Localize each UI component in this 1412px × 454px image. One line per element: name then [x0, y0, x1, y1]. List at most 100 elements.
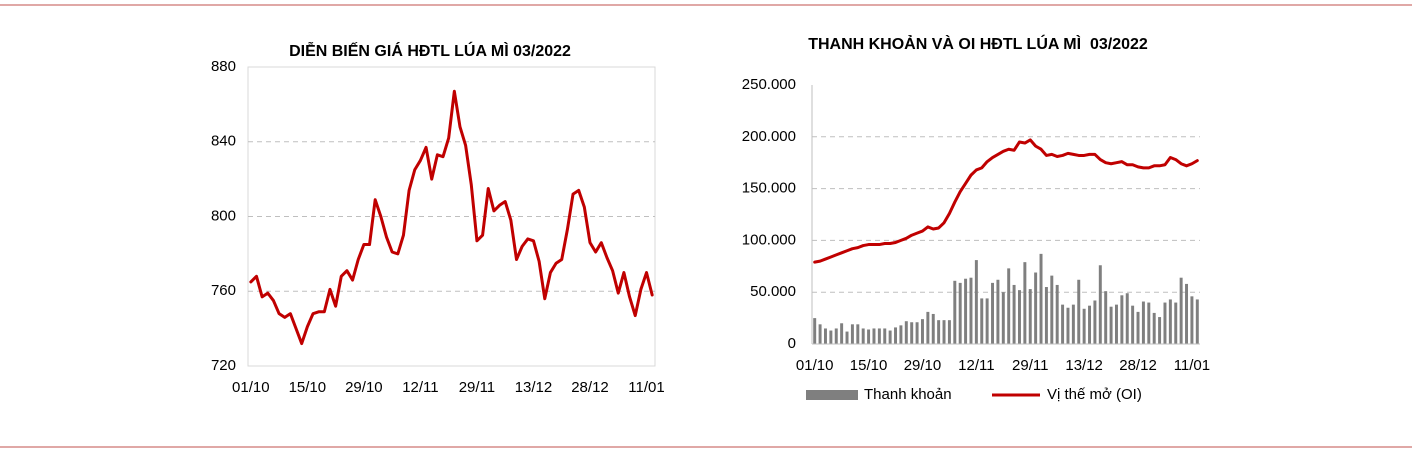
- bar: [1125, 293, 1129, 344]
- bar: [947, 320, 951, 344]
- y-tick-label: 840: [211, 133, 236, 150]
- bar: [931, 313, 935, 344]
- y-tick-label: 800: [211, 207, 236, 224]
- bar: [991, 282, 995, 344]
- x-tick-label: 15/10: [289, 379, 327, 396]
- bar: [996, 279, 1000, 344]
- x-tick-label: 11/01: [628, 379, 664, 396]
- x-tick-label: 29/11: [459, 379, 495, 396]
- y-tick-label: 250.000: [742, 76, 796, 93]
- y-tick-label: 200.000: [742, 128, 796, 145]
- bar: [888, 330, 892, 344]
- bar: [1071, 304, 1075, 344]
- x-tick-label: 29/11: [1012, 357, 1048, 374]
- x-tick-label: 28/12: [1119, 357, 1157, 374]
- x-tick-label: 15/10: [850, 357, 888, 374]
- bar: [883, 328, 887, 344]
- bar: [1195, 299, 1199, 344]
- x-tick-label: 29/10: [345, 379, 383, 396]
- y-tick-label: 880: [211, 58, 236, 75]
- x-tick-label: 12/11: [958, 357, 994, 374]
- bar: [1131, 305, 1135, 344]
- bar: [1077, 279, 1081, 344]
- bar: [1055, 284, 1059, 344]
- bar: [920, 319, 924, 344]
- y-tick-label: 0: [788, 335, 796, 352]
- bar: [1028, 289, 1032, 344]
- bar: [856, 324, 860, 344]
- bar: [1050, 275, 1054, 344]
- bar: [1163, 302, 1167, 344]
- bar: [1120, 295, 1124, 344]
- bar: [834, 328, 838, 344]
- legend-label: Vị thế mở (OI): [1047, 386, 1142, 403]
- bar: [1141, 301, 1145, 344]
- bar: [1147, 302, 1151, 344]
- bar: [1044, 287, 1048, 344]
- bar: [1179, 277, 1183, 344]
- bar: [910, 322, 914, 344]
- bar: [1082, 308, 1086, 344]
- bar: [1001, 292, 1005, 344]
- line: [249, 89, 654, 346]
- bar: [840, 323, 844, 344]
- bar: [915, 322, 919, 344]
- bar: [1152, 312, 1156, 344]
- legend-label: Thanh khoản: [864, 386, 952, 403]
- bar: [980, 298, 984, 344]
- bar: [964, 278, 968, 344]
- bar: [894, 327, 898, 344]
- bar: [926, 311, 930, 344]
- bar: [872, 328, 876, 344]
- bar: [1093, 300, 1097, 344]
- y-tick-label: 50.000: [750, 283, 796, 300]
- chart-title: THANH KHOẢN VÀ OI HĐTL LÚA MÌ 03/2022: [808, 34, 1148, 53]
- bar: [1007, 268, 1011, 344]
- bar: [1114, 304, 1118, 344]
- bar: [1109, 306, 1113, 344]
- bar: [953, 280, 957, 344]
- line: [813, 138, 1199, 264]
- bar: [1039, 253, 1043, 344]
- bar: [861, 328, 865, 344]
- bar: [850, 324, 854, 344]
- bar: [937, 320, 941, 344]
- bar: [904, 321, 908, 344]
- bar: [1066, 307, 1070, 344]
- bar: [1034, 272, 1038, 344]
- y-tick-label: 760: [211, 282, 236, 299]
- x-tick-label: 01/10: [796, 357, 834, 374]
- x-tick-label: 01/10: [232, 379, 270, 396]
- bar: [974, 260, 978, 344]
- x-tick-label: 28/12: [571, 379, 609, 396]
- legend-swatch: [806, 390, 858, 400]
- bar: [1104, 291, 1108, 344]
- bar: [958, 282, 962, 344]
- bar: [942, 320, 946, 344]
- chart-title: DIỄN BIẾN GIÁ HĐTL LÚA MÌ 03/2022: [289, 41, 571, 60]
- x-tick-label: 13/12: [1065, 357, 1103, 374]
- bar: [877, 328, 881, 344]
- bar: [1098, 265, 1102, 344]
- x-tick-label: 11/01: [1174, 357, 1210, 374]
- bar: [1061, 304, 1065, 344]
- bar: [1012, 284, 1016, 344]
- bar: [867, 329, 871, 344]
- x-tick-label: 13/12: [515, 379, 553, 396]
- bar: [1185, 283, 1189, 344]
- x-tick-label: 29/10: [904, 357, 942, 374]
- bar: [823, 328, 827, 344]
- bar: [969, 277, 973, 344]
- bar: [1023, 262, 1027, 344]
- bar: [1017, 290, 1021, 344]
- bar: [1158, 317, 1162, 344]
- bar: [899, 325, 903, 344]
- bar: [985, 298, 989, 344]
- x-tick-label: 12/11: [402, 379, 438, 396]
- bar: [813, 318, 817, 344]
- bar: [1174, 302, 1178, 344]
- y-tick-label: 720: [211, 357, 236, 374]
- bar: [1136, 311, 1140, 344]
- bar: [845, 331, 849, 344]
